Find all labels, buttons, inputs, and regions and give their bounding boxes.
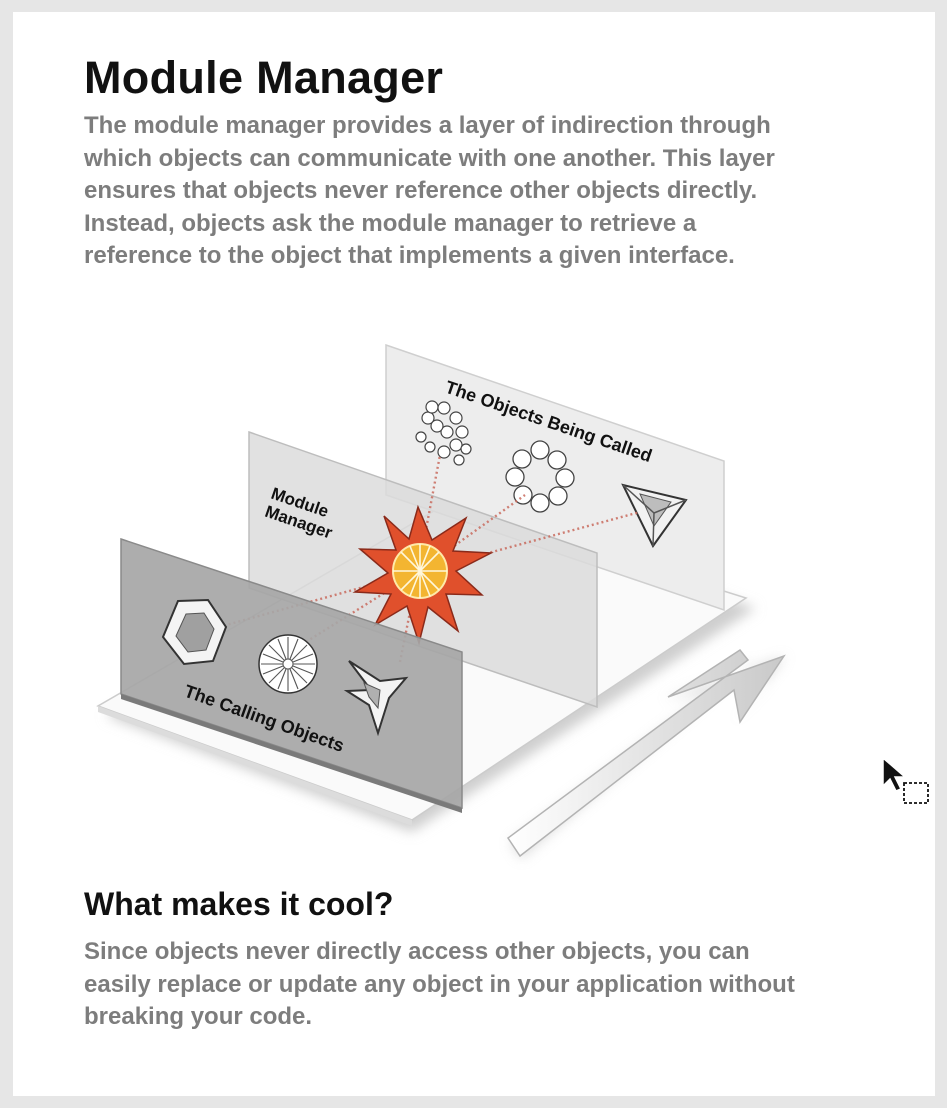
front-panel: The Calling Objects bbox=[120, 537, 463, 813]
swirl-object-icon bbox=[415, 400, 472, 466]
platform-edge bbox=[98, 706, 412, 826]
direction-arrow bbox=[506, 648, 786, 859]
mouse-cursor-icon bbox=[882, 756, 929, 804]
closing-paragraph: Since objects never directly access othe… bbox=[84, 938, 795, 1030]
page-title: Module Manager bbox=[84, 52, 444, 103]
module-manager-star-icon bbox=[352, 504, 494, 646]
tristar-object-icon bbox=[343, 660, 409, 737]
sunburst-object-icon bbox=[258, 634, 318, 694]
ring-object-icon bbox=[505, 440, 575, 513]
section-heading: What makes it cool? bbox=[84, 886, 394, 922]
intro-paragraph: The module manager provides a layer of i… bbox=[84, 112, 775, 269]
triangle-object-icon bbox=[621, 483, 688, 548]
hexagon-object-icon bbox=[161, 598, 228, 666]
